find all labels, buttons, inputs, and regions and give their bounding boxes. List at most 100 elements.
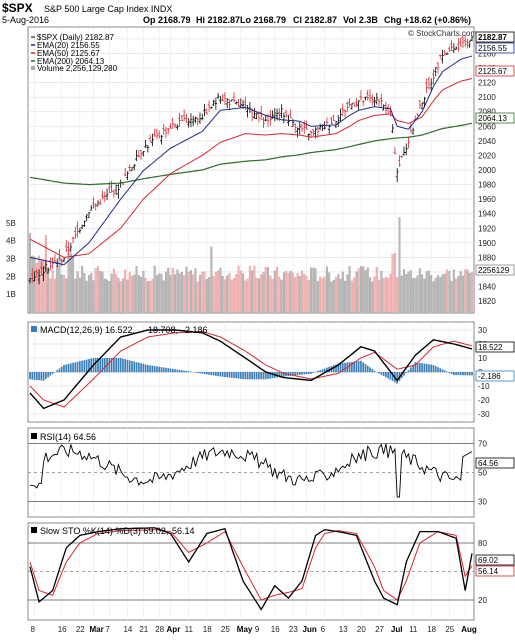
volume-bar [244,280,247,313]
volume-bar [423,278,426,313]
macd-histogram-bar [67,363,70,373]
macd-title-signal: 18.708, [148,325,178,335]
tag-ema200-box [475,112,515,124]
legend-ema200: EMA(200) 2064.13 [37,57,105,66]
macd-histogram-bar [385,372,387,378]
macd-histogram-bar [353,361,355,373]
x-axis-label: Apr [167,625,181,634]
macd-histogram-bar [226,372,229,378]
macd-histogram-bar [210,372,213,376]
x-axis-label: 18 [427,625,436,634]
macd-histogram-bar [292,372,294,376]
macd-histogram-bar [83,360,86,373]
rsi-tick-label: 50 [478,469,487,478]
legend-volume: Volume 2,256,129,280 [37,64,118,73]
volume-bar [142,270,145,313]
volume-bar [427,270,430,313]
volume-bar [246,278,249,313]
macd-histogram-bar [35,372,38,380]
volume-bar [208,277,211,313]
macd-histogram-bar [439,368,442,373]
volume-bar [375,267,378,313]
macd-histogram-bar [312,372,315,373]
volume-bar [455,278,458,313]
price-legend: $SPX (Daily) 2182.87 EMA(20) 2156.55 EMA… [31,33,118,73]
macd-histogram-bar [38,372,40,381]
price-tick-label: 2040 [478,137,496,146]
price-tick-label: 1880 [478,253,496,262]
macd-histogram-bar [187,371,190,373]
macd-histogram-bar [326,367,328,373]
volume-bar [339,278,342,313]
volume-bar [396,277,399,313]
macd-histogram-bar [81,360,83,373]
macd-histogram-bar [403,372,405,376]
tag-macd: 18.522 [478,343,503,352]
macd-histogram-bar [196,372,199,373]
volume-bar [235,274,238,313]
volume-bar [418,268,421,313]
tag-price-box [475,31,515,43]
rsi-line [30,443,473,498]
ema20-line [29,55,473,266]
sto-tags: 69.02 56.14 [475,554,515,577]
volume-bar [106,279,109,313]
macd-histogram-bar [126,359,129,373]
volume-bar [108,281,111,313]
macd-histogram-bar [366,365,369,373]
macd-histogram-bar [389,372,392,380]
price-tags: 2182.87 2156.55 2125.67 2064.13 2256129 [475,31,515,276]
macd-histogram-bar [115,358,117,373]
macd-histogram-bar [317,370,319,373]
volume-bar [174,274,177,313]
volume-bar [60,274,63,313]
macd-histogram-bar [224,372,226,378]
stockcharts-watermark: © StockCharts.com [408,29,477,38]
price-tick-label: 2020 [478,151,496,160]
macd-histogram-bar [205,372,208,375]
macd-histogram-bar [319,370,321,373]
volume-bar [414,278,417,313]
macd-histogram-bar [271,372,274,379]
macd-histogram-bar [215,372,217,376]
x-axis-label: 13 [339,625,348,634]
volume-bar [468,272,471,313]
tag-sto-d-box [475,565,515,577]
volume-bar [305,276,308,313]
volume-bar [384,277,387,313]
macd-histogram-bar [101,358,104,373]
macd-histogram-bar [242,372,244,380]
volume-tick-label: 1B [6,290,16,299]
macd-histogram-bar [122,358,124,373]
rsi-title-text: RSI(14) 64.56 [40,432,96,442]
macd-histogram-bar [457,372,460,376]
volume-bar [260,274,263,313]
price-tick-label: 2100 [478,93,496,102]
ticker-symbol: $SPX [2,1,33,15]
volume-bar [257,278,260,313]
macd-histogram-bar [244,372,247,380]
volume-bar [226,275,229,313]
chart-date: 5-Aug-2016 [2,15,49,25]
macd-histogram-bar [267,372,269,379]
x-axis-label: 20 [357,625,366,634]
volume-bar [223,279,226,313]
macd-histogram-bar [51,372,54,374]
volume-bar [128,272,131,313]
volume-bar [203,271,206,313]
volume-bar [180,272,183,313]
volume-bar [153,265,156,313]
macd-histogram-bar [65,364,68,373]
low-price: Lo 2168.79 [240,15,286,25]
macd-histogram-bar [303,372,306,375]
macd-histogram-bar [348,362,351,373]
x-axis-label: 27 [375,625,384,634]
volume-bar [115,274,118,313]
volume-bar [183,275,186,313]
volume-bar [269,275,272,313]
volume-bar [316,280,319,313]
macd-histogram-bar [339,363,342,373]
legend-ema20: EMA(20) 2156.55 [37,41,100,50]
high-price: Hi 2182.87 [196,15,240,25]
